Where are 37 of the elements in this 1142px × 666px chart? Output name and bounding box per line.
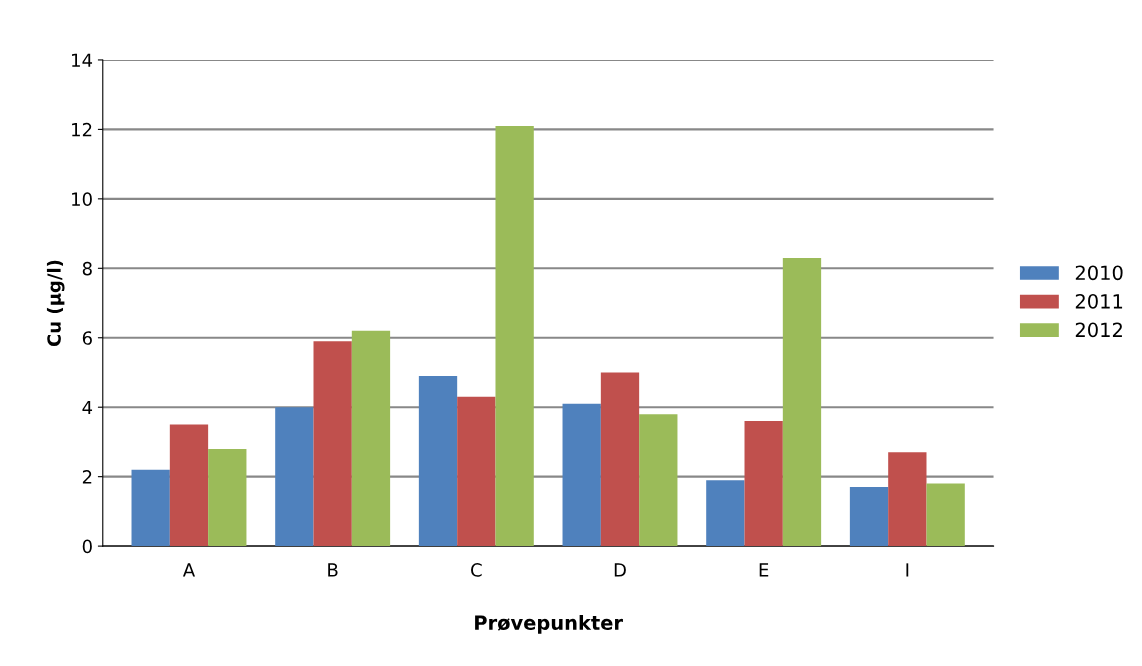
bar xyxy=(131,469,170,547)
legend-label: 2010 xyxy=(1075,265,1123,281)
bar xyxy=(562,403,601,547)
bar xyxy=(313,341,352,547)
y-tick-label: 6 xyxy=(82,331,92,345)
y-tick-label: 14 xyxy=(72,53,93,67)
bar xyxy=(744,421,783,547)
bar xyxy=(495,125,534,547)
y-tick-label: 2 xyxy=(82,470,92,484)
bar xyxy=(418,375,458,547)
bar xyxy=(926,483,965,547)
bar xyxy=(351,330,391,547)
x-tick-label: C xyxy=(471,563,482,577)
y-tick-label: 4 xyxy=(82,400,93,415)
y-tick-label: 10 xyxy=(72,192,92,206)
bar xyxy=(782,257,822,547)
x-tick-label: E xyxy=(759,563,769,577)
legend-label: 2011 xyxy=(1075,293,1123,309)
x-tick-label: A xyxy=(182,563,196,577)
bar xyxy=(275,407,314,547)
bar xyxy=(888,452,927,547)
bar xyxy=(706,480,745,547)
bar xyxy=(600,372,640,547)
x-tick-label: D xyxy=(614,563,626,577)
bar xyxy=(849,487,889,547)
y-axis-title: Cu (µg/l) xyxy=(46,260,65,347)
bar xyxy=(169,424,209,547)
bar xyxy=(208,448,247,547)
y-tick-label: 12 xyxy=(72,122,92,137)
y-tick-label: 0 xyxy=(82,539,92,554)
y-tick-label: 8 xyxy=(82,261,92,276)
bar xyxy=(457,396,496,547)
legend-label: 2012 xyxy=(1075,322,1122,338)
x-axis-title: Prøvepunkter xyxy=(475,614,623,634)
x-tick-label: B xyxy=(328,563,338,577)
bar xyxy=(639,414,678,547)
x-tick-label: I xyxy=(906,563,909,577)
